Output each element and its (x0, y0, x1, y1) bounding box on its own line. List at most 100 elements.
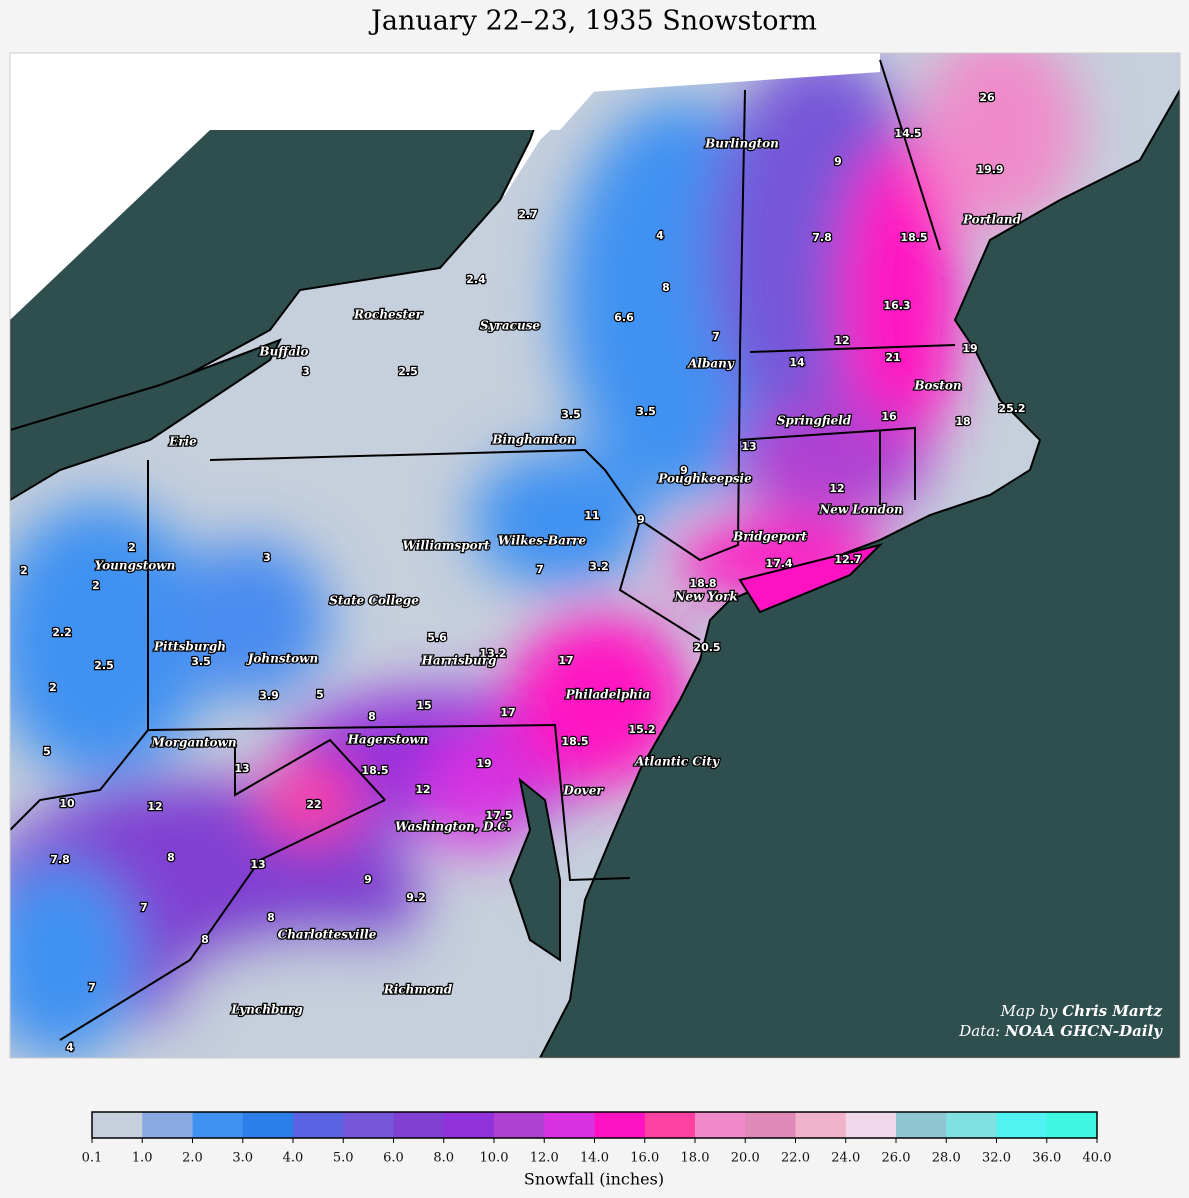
snowfall-value: 25.2 (998, 402, 1025, 415)
city-label: Erie (168, 435, 197, 449)
snowfall-value: 2 (92, 579, 100, 592)
snowfall-value: 17.5 (485, 809, 512, 822)
snowfall-value: 11 (584, 509, 599, 522)
snowfall-value: 2.7 (518, 208, 538, 221)
colorbar-tick-label: 28.0 (932, 1151, 961, 1166)
city-label: State College (329, 594, 419, 608)
colorbar-tick-label: 24.0 (831, 1151, 860, 1166)
colorbar-bin (594, 1112, 646, 1138)
snowfall-value: 2 (128, 541, 136, 554)
snowfall-value: 22 (306, 798, 321, 811)
credit-map: Map by Chris Martz (1000, 1002, 1163, 1020)
snowfall-value: 16 (881, 410, 897, 423)
city-label: New London (818, 503, 902, 517)
city-label: New York (673, 590, 737, 604)
colorbar-tick-label: 20.0 (731, 1151, 760, 1166)
city-label: Albany (687, 357, 735, 371)
snowfall-value: 3 (263, 551, 271, 564)
long-island (738, 543, 884, 614)
snowfall-value: 9 (680, 464, 688, 477)
city-label: Rochester (353, 308, 424, 322)
colorbar-bin (192, 1112, 244, 1138)
snowfall-value: 5 (316, 688, 324, 701)
chesapeake (508, 777, 561, 962)
snowfall-value: 12 (829, 482, 844, 495)
colorbar-tick-label: 32.0 (982, 1151, 1011, 1166)
snowfall-value: 9 (834, 155, 842, 168)
snowfall-value: 8 (368, 710, 376, 723)
snowfall-value: 7 (536, 563, 544, 576)
city-label: Hagerstown (347, 733, 429, 747)
city-label: Poughkeepsie (657, 472, 752, 486)
snowfall-value: 13.2 (479, 647, 506, 660)
snowfall-value: 12 (834, 334, 849, 347)
snowfall-value: 12 (147, 800, 162, 813)
snowfall-value: 19 (962, 342, 977, 355)
colorbar-bin (443, 1112, 495, 1138)
colorbar-tick-label: 10.0 (480, 1151, 509, 1166)
colorbar-bin (946, 1112, 997, 1138)
credit-data: Data: NOAA GHCN-Daily (958, 1022, 1163, 1040)
colorbar-tick-label: 3.0 (232, 1151, 253, 1166)
colorbar-tick-label: 12.0 (530, 1151, 559, 1166)
colorbar-tick-label: 18.0 (681, 1151, 710, 1166)
city-label: Youngstown (95, 559, 176, 573)
colorbar-bin (142, 1112, 193, 1138)
lake-erie (10, 338, 283, 502)
snowfall-value: 7.8 (50, 853, 70, 866)
snowfall-value: 7 (712, 330, 720, 343)
city-label: Binghamton (491, 433, 575, 447)
city-label: Philadelphia (565, 688, 651, 702)
snowfall-value: 12 (415, 783, 430, 796)
snowfall-value: 17 (558, 654, 573, 667)
snowfall-value: 15 (416, 699, 431, 712)
snowfall-value: 17 (500, 706, 515, 719)
city-label: Atlantic City (634, 755, 720, 769)
colorbar-bin (745, 1112, 796, 1138)
snowfall-value: 3.5 (191, 655, 211, 668)
colorbar-tick-label: 5.0 (333, 1151, 354, 1166)
snowfall-value: 9 (637, 513, 645, 526)
colorbar-bin (1046, 1112, 1098, 1138)
snowfall-value: 8 (267, 911, 275, 924)
snowfall-value: 18.5 (361, 764, 388, 777)
map (10, 53, 1180, 1058)
snowfall-value: 8 (201, 933, 209, 946)
city-label: Burlington (704, 137, 779, 151)
city-label: Pittsburgh (153, 640, 226, 654)
snowfall-value: 13 (250, 858, 265, 871)
snowfall-value: 19.9 (976, 163, 1003, 176)
snowfall-value: 2.5 (398, 365, 418, 378)
snowfall-value: 13 (234, 762, 249, 775)
snowfall-value: 2.4 (466, 273, 486, 286)
colorbar-tick-label: 36.0 (1032, 1151, 1061, 1166)
colorbar-tick-label: 22.0 (781, 1151, 810, 1166)
city-label: Washington, D.C. (395, 820, 511, 834)
snowfall-value: 2 (49, 681, 57, 694)
city-label: Springfield (777, 414, 852, 428)
colorbar-tick-label: 1.0 (132, 1151, 153, 1166)
snowfall-value: 8 (662, 281, 670, 294)
city-label: Boston (913, 379, 961, 393)
canada-north (10, 53, 600, 320)
snowfall-value: 18.5 (900, 231, 927, 244)
city-label: Buffalo (258, 345, 308, 359)
colorbar-tick-label: 40.0 (1083, 1151, 1112, 1166)
colorbar-bin (92, 1112, 143, 1138)
snowfall-value: 7.8 (812, 231, 832, 244)
snowfall-value: 16.3 (883, 299, 910, 312)
snowfall-value: 7 (140, 901, 148, 914)
colorbar-bin (494, 1112, 545, 1138)
city-label: Johnstown (246, 652, 319, 666)
snowfall-value: 6.6 (614, 311, 634, 324)
snowfall-value: 3.5 (561, 408, 581, 421)
colorbar-tick-label: 16.0 (630, 1151, 659, 1166)
colorbar-label: Snowfall (inches) (524, 1170, 664, 1189)
snowfall-value: 3.2 (589, 560, 609, 573)
snowfall-value: 17.4 (765, 557, 792, 570)
snowfall-value: 7 (88, 981, 96, 994)
city-label: Wilkes-Barre (498, 534, 587, 548)
city-label: Harrisburg (421, 654, 497, 668)
snowfall-value: 3.5 (636, 405, 656, 418)
colorbar-bin (845, 1112, 897, 1138)
